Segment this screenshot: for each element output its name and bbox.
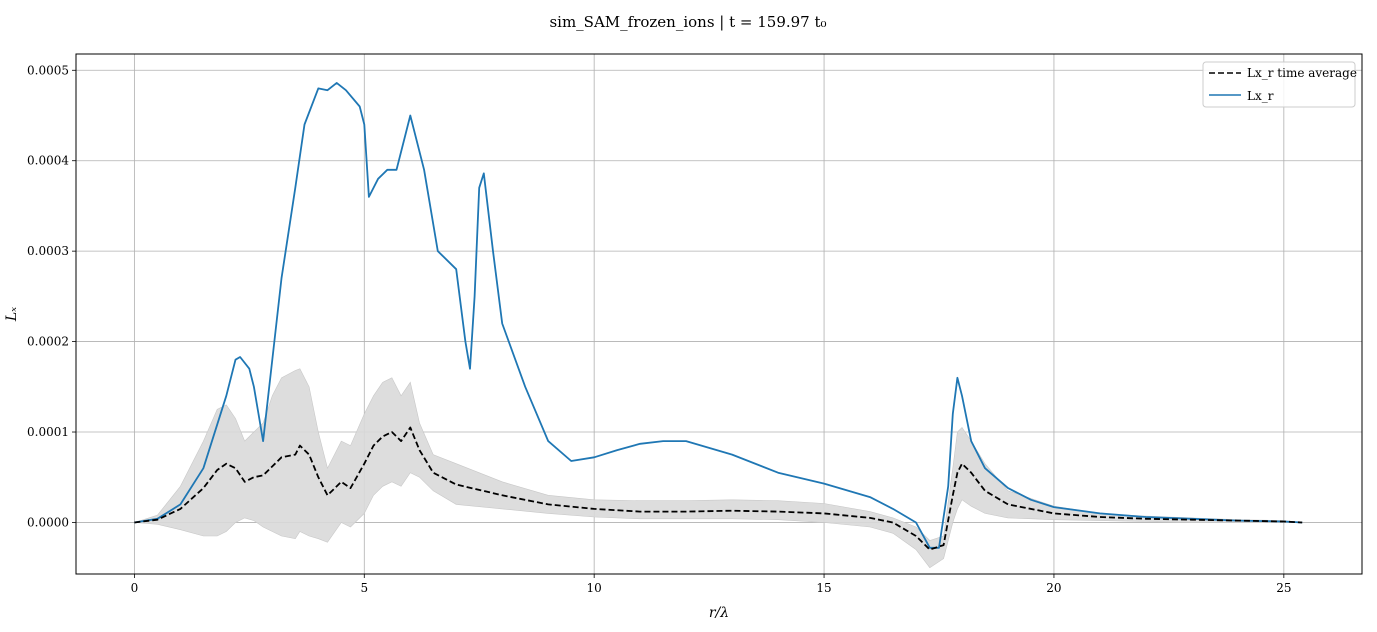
legend-label-time-average: Lx_r time average: [1247, 66, 1357, 80]
series-layer: [134, 82, 1303, 551]
plot-frame: [75, 53, 1363, 575]
x-axis-ticks: 0 5 10 15 20 25: [131, 574, 1291, 595]
x-tick-label: 20: [1046, 581, 1061, 595]
x-tick-label: 25: [1276, 581, 1291, 595]
x-tick-label: 0: [131, 581, 139, 595]
y-axis-label: Lₓ: [4, 307, 20, 322]
x-tick-label: 15: [816, 581, 831, 595]
y-tick-label: 0.0001: [27, 425, 69, 439]
y-tick-label: 0.0004: [27, 154, 69, 168]
series-line-time-average: [134, 426, 1303, 551]
y-tick-label: 0.0002: [27, 335, 69, 349]
legend: Lx_r time average Lx_r: [1202, 61, 1357, 108]
series-line-lx-r: [134, 82, 1303, 549]
y-tick-label: 0.0003: [27, 244, 69, 258]
x-tick-label: 10: [587, 581, 602, 595]
x-axis-label: r/λ: [709, 605, 729, 621]
x-tick-label: 5: [360, 581, 368, 595]
chart-title: sim_SAM_frozen_ions | t = 159.97 t₀: [549, 13, 826, 31]
y-tick-label: 0.0005: [27, 63, 69, 77]
y-tick-label: 0.0000: [27, 515, 69, 529]
y-axis-ticks: 0.0000 0.0001 0.0002 0.0003 0.0004 0.0005: [27, 63, 76, 529]
legend-label-lx-r: Lx_r: [1247, 89, 1274, 103]
